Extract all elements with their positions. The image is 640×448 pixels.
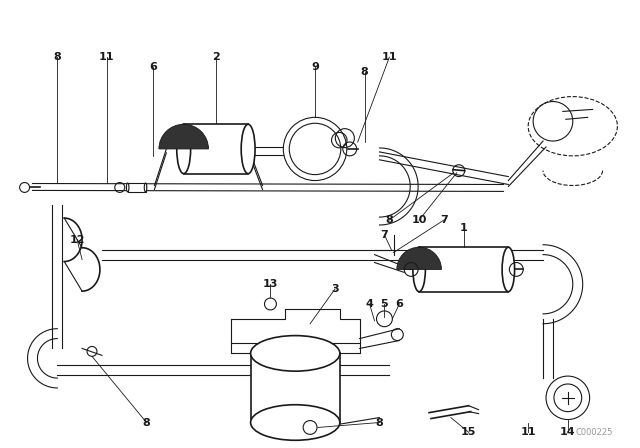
Ellipse shape bbox=[177, 124, 191, 174]
Ellipse shape bbox=[502, 247, 515, 292]
Ellipse shape bbox=[413, 247, 426, 292]
Bar bbox=[419, 247, 508, 292]
Text: 2: 2 bbox=[212, 52, 220, 62]
Text: 7: 7 bbox=[381, 230, 388, 240]
Ellipse shape bbox=[251, 336, 340, 371]
Text: 11: 11 bbox=[520, 427, 536, 437]
Text: 11: 11 bbox=[381, 52, 397, 62]
Text: 8: 8 bbox=[361, 67, 369, 77]
Text: 13: 13 bbox=[263, 279, 278, 289]
Text: 7: 7 bbox=[440, 215, 448, 225]
Text: C000225: C000225 bbox=[575, 428, 612, 437]
Ellipse shape bbox=[144, 183, 147, 192]
Text: 15: 15 bbox=[461, 427, 476, 437]
Text: 6: 6 bbox=[150, 62, 157, 72]
Text: 6: 6 bbox=[396, 299, 403, 309]
Ellipse shape bbox=[241, 124, 255, 174]
Text: 1: 1 bbox=[460, 223, 468, 233]
Bar bbox=[128, 183, 145, 192]
Text: 8: 8 bbox=[376, 418, 383, 427]
Text: 8: 8 bbox=[385, 215, 393, 225]
Wedge shape bbox=[159, 124, 209, 149]
Bar bbox=[251, 353, 340, 422]
Text: 9: 9 bbox=[311, 62, 319, 72]
Text: 8: 8 bbox=[143, 418, 150, 427]
Bar bbox=[184, 124, 248, 174]
Ellipse shape bbox=[127, 183, 129, 192]
Text: 10: 10 bbox=[412, 215, 427, 225]
Text: 8: 8 bbox=[53, 52, 61, 62]
Text: 14: 14 bbox=[560, 427, 575, 437]
Text: 12: 12 bbox=[69, 235, 85, 245]
Text: 5: 5 bbox=[381, 299, 388, 309]
Text: 3: 3 bbox=[331, 284, 339, 294]
Text: 4: 4 bbox=[365, 299, 374, 309]
Wedge shape bbox=[397, 247, 442, 269]
Text: 11: 11 bbox=[99, 52, 115, 62]
Ellipse shape bbox=[251, 405, 340, 440]
